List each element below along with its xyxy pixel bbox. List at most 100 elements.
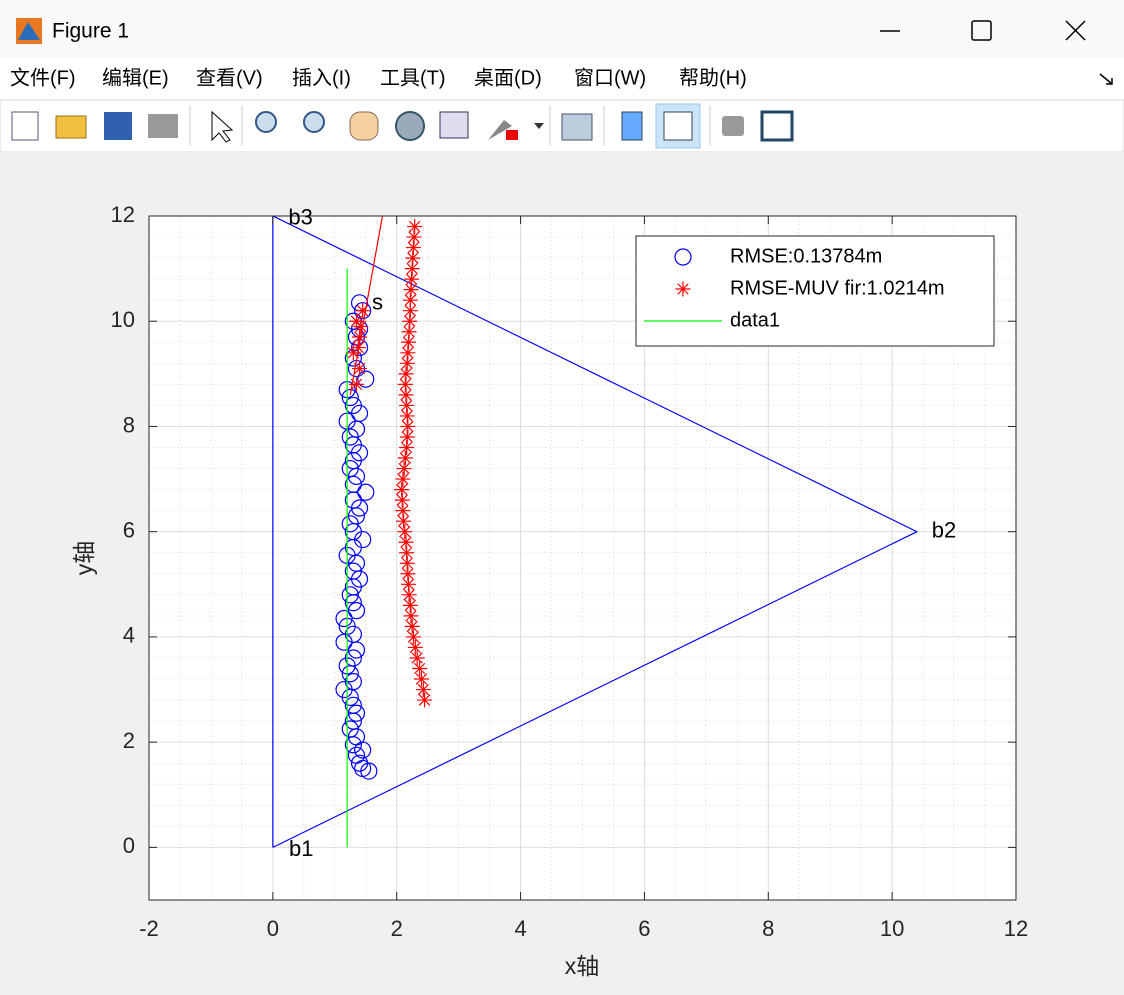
x-tick-label: 10 (880, 916, 904, 941)
title-bar (0, 0, 1124, 58)
marker (399, 555, 415, 571)
marker (397, 376, 413, 392)
marker (335, 609, 353, 628)
tool-brush[interactable] (488, 120, 512, 140)
annotation: b3 (288, 204, 312, 229)
marker (352, 361, 368, 377)
tool-open[interactable] (55, 115, 87, 139)
x-tick-label: 6 (638, 916, 650, 941)
annotation: b1 (289, 836, 313, 861)
tool-colorbar[interactable] (621, 111, 643, 141)
marker (357, 483, 375, 501)
y-axis-label: y轴 (71, 541, 97, 576)
marker (417, 692, 433, 708)
marker (400, 418, 416, 434)
marker (401, 587, 417, 603)
marker (396, 461, 412, 477)
marker (407, 639, 423, 655)
marker (412, 660, 428, 676)
window-chrome: Figure 1 文件(F) 编辑(E) 查看(V) 插入(I) 工具(T) 桌面(D) 窗… (0, 0, 1124, 152)
tool-print[interactable] (148, 114, 178, 138)
marker (399, 429, 415, 445)
marker (344, 673, 362, 691)
annotation: s (372, 290, 383, 315)
marker (399, 355, 415, 371)
y-tick-label: 6 (123, 518, 135, 543)
legend-label: data1 (730, 309, 780, 331)
marker (405, 240, 421, 256)
y-tick-label: 0 (123, 833, 135, 858)
marker (354, 302, 372, 320)
menu-item[interactable]: 工具(T) (380, 67, 446, 89)
marker (401, 324, 417, 340)
marker (347, 704, 366, 722)
marker (399, 408, 415, 424)
menu-arrow[interactable] (1099, 73, 1113, 85)
marker (347, 602, 366, 620)
series-line (272, 216, 919, 848)
marker (348, 376, 364, 392)
marker (400, 566, 416, 582)
marker (344, 696, 362, 714)
marker (406, 229, 422, 245)
tool-zoom-out[interactable] (303, 111, 325, 133)
tool-link[interactable] (561, 113, 593, 141)
chart: -2 0 2 4 6 8 10 12 0 2 4 6 8 10 12 b1 b2 b3 s RMSE:0.13784m… (71, 202, 1028, 979)
axes-box (148, 215, 1017, 901)
menu-item[interactable]: 窗口(W) (574, 66, 646, 89)
marker (350, 754, 369, 772)
menu-item[interactable]: 编辑(E) (102, 66, 169, 89)
tool-rotate[interactable] (395, 111, 425, 141)
tool-pan[interactable] (349, 111, 379, 141)
marker (402, 313, 418, 329)
legend-label: RMSE:0.13784m (730, 245, 882, 267)
marker (353, 318, 369, 334)
marker (398, 534, 414, 550)
marker (404, 271, 420, 287)
tool-select[interactable] (211, 110, 234, 143)
marker (405, 629, 421, 645)
menu-item[interactable]: 查看(V) (196, 66, 263, 89)
marker (344, 396, 362, 415)
marker (409, 650, 425, 666)
marker (399, 545, 415, 561)
legend-box (635, 235, 995, 347)
tool-brush-menu[interactable] (534, 123, 544, 129)
toolbar-icons (11, 103, 794, 149)
menu-item[interactable]: 插入(I) (292, 66, 351, 89)
close-button[interactable] (1065, 20, 1086, 41)
x-axis-label: x轴 (565, 953, 600, 979)
y-tick-label: 10 (111, 307, 135, 332)
tool-hide[interactable] (722, 116, 744, 136)
marker (400, 345, 416, 361)
marker (413, 671, 429, 687)
marker (348, 313, 364, 329)
menu-item[interactable]: 文件(F) (10, 66, 76, 89)
menu-item[interactable]: 帮助(H) (679, 66, 747, 89)
legend-swatch (674, 248, 692, 266)
y-tick-label: 2 (123, 728, 135, 753)
tool-datatip[interactable] (439, 111, 469, 139)
series-line (349, 216, 384, 395)
marker (398, 387, 414, 403)
maximize-button[interactable] (971, 20, 992, 41)
y-tick-label: 4 (123, 623, 135, 648)
marker (344, 562, 362, 580)
tool-dock[interactable] (760, 110, 794, 142)
marker (355, 303, 371, 319)
tool-zoom-in[interactable] (255, 111, 277, 133)
tool-brush-color (506, 130, 518, 140)
marker (403, 608, 419, 624)
marker (402, 303, 418, 319)
marker (341, 459, 359, 478)
marker (399, 440, 415, 456)
marker (344, 649, 362, 667)
tool-legend[interactable] (663, 111, 693, 141)
marker (404, 618, 420, 634)
menu-item[interactable]: 桌面(D) (474, 66, 542, 89)
tool-new[interactable] (11, 111, 39, 141)
tool-save[interactable] (104, 112, 132, 140)
menu-bar (0, 58, 1124, 100)
marker (400, 576, 416, 592)
